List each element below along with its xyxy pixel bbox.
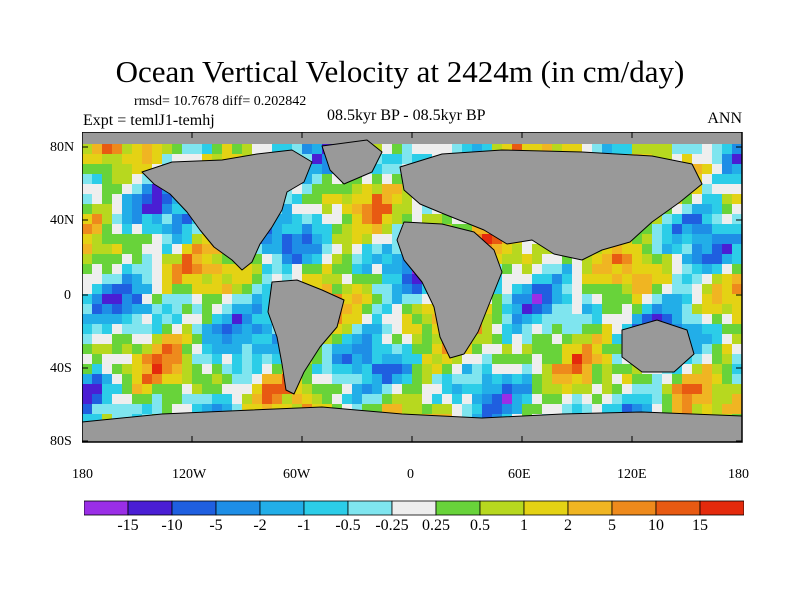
legend-label-3: -2 xyxy=(253,517,267,534)
legend-bin-13 xyxy=(655,500,701,516)
antarctica-landmass xyxy=(82,406,742,442)
lon-label-0: 0 xyxy=(407,467,414,482)
legend-label-10: 2 xyxy=(564,517,572,534)
legend-bin-6 xyxy=(347,500,393,516)
lon-label-180w: 180 xyxy=(72,467,93,482)
legend-label-8: 0.5 xyxy=(470,517,490,534)
legend-label-6: -0.25 xyxy=(375,517,409,534)
experiment-label: Expt = temlJ1-temhj xyxy=(83,112,215,129)
legend-label-1: -10 xyxy=(161,517,183,534)
legend-label-13: 15 xyxy=(692,517,708,534)
lat-label-40s: 40S xyxy=(50,361,72,376)
legend-label-0: -15 xyxy=(117,517,139,534)
lat-label-0: 0 xyxy=(64,288,71,303)
legend-label-11: 5 xyxy=(608,517,616,534)
legend-bin-5 xyxy=(303,500,349,516)
legend-bin-3 xyxy=(215,500,261,516)
africa-landmass xyxy=(396,221,503,359)
period-label: 08.5kyr BP - 08.5kyr BP xyxy=(327,107,486,124)
eurasia-landmass xyxy=(399,149,703,261)
legend-label-5: -0.5 xyxy=(335,517,361,534)
rmsd-diff-label: rmsd= 10.7678 diff= 0.202842 xyxy=(134,94,307,109)
season-label: ANN xyxy=(707,110,742,127)
legend-bin-12 xyxy=(611,500,657,516)
lon-label-120e: 120E xyxy=(617,467,647,482)
australia-landmass xyxy=(621,319,695,373)
legend-bin-11 xyxy=(567,500,613,516)
legend-label-4: -1 xyxy=(297,517,311,534)
north-america-landmass xyxy=(141,149,313,271)
greenland-landmass xyxy=(321,139,383,185)
south-america-landmass xyxy=(267,279,345,395)
world-map xyxy=(82,132,743,443)
color-legend xyxy=(84,500,744,516)
legend-bin-1 xyxy=(127,500,173,516)
lon-label-60e: 60E xyxy=(508,467,531,482)
legend-label-12: 10 xyxy=(648,517,664,534)
lat-label-80s: 80S xyxy=(50,434,72,449)
lon-label-120w: 120W xyxy=(172,467,207,482)
lat-label-80n: 80N xyxy=(50,140,75,155)
legend-bin-10 xyxy=(523,500,569,516)
legend-bin-4 xyxy=(259,500,305,516)
legend-label-9: 1 xyxy=(520,517,528,534)
plot-title: Ocean Vertical Velocity at 2424m (in cm/… xyxy=(115,54,685,89)
legend-bin-8 xyxy=(435,500,481,516)
lon-label-60w: 60W xyxy=(283,467,311,482)
legend-bin-9 xyxy=(479,500,525,516)
lat-label-40n: 40N xyxy=(50,213,75,228)
legend-bin-2 xyxy=(171,500,217,516)
legend-bin-0 xyxy=(84,500,129,516)
legend-label-7: 0.25 xyxy=(422,517,450,534)
lon-label-180e: 180 xyxy=(728,467,749,482)
legend-bin-14 xyxy=(699,500,744,516)
legend-bin-7 xyxy=(391,500,437,516)
legend-label-2: -5 xyxy=(209,517,223,534)
